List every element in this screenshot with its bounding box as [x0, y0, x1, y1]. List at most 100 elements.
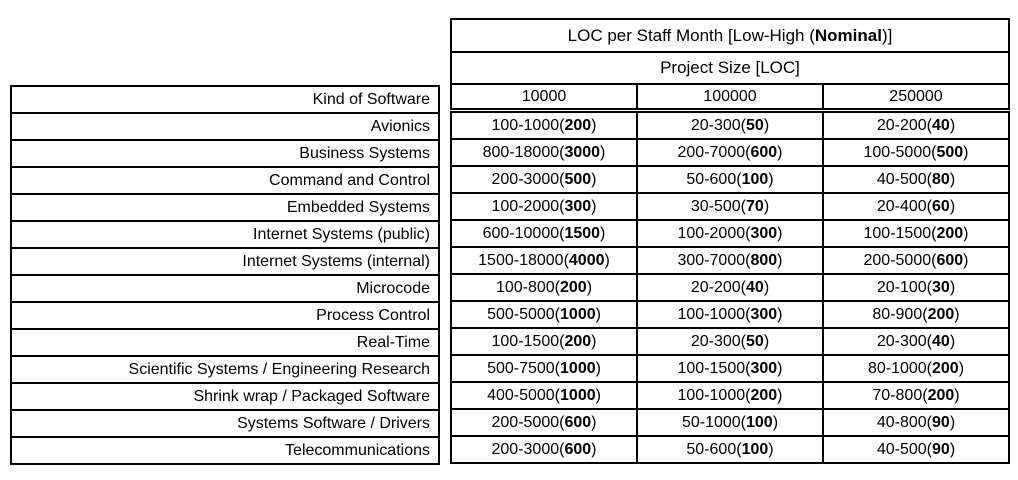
value-cell: 100-2000(300) — [450, 192, 638, 221]
nominal-value: 300 — [750, 359, 778, 377]
kind-cell: Business Systems — [10, 139, 440, 168]
nominal-value: 1000 — [560, 359, 596, 377]
nominal-value: 50 — [746, 332, 764, 350]
kind-cell: Embedded Systems — [10, 193, 440, 222]
nominal-value: 100 — [741, 440, 769, 458]
nominal-value: 500 — [936, 143, 964, 161]
value-row: 500-5000(1000) 100-1000(300) 80-900(200) — [450, 300, 1010, 329]
kind-row: Business Systems — [10, 139, 440, 168]
value-cell: 100-1500(200) — [450, 327, 638, 356]
value-cell: 500-5000(1000) — [450, 300, 638, 329]
kind-cell: Internet Systems (public) — [10, 220, 440, 249]
value-row: 1500-18000(4000) 300-7000(800) 200-5000(60… — [450, 246, 1010, 275]
value-cell: 500-7500(1000) — [450, 354, 638, 383]
nominal-value: 300 — [564, 197, 592, 215]
kind-row: Systems Software / Drivers — [10, 409, 440, 438]
kind-row: Command and Control — [10, 166, 440, 195]
nominal-value: 600 — [750, 143, 778, 161]
value-row: 100-1000(200) 20-300(50) 20-200(40) — [450, 109, 1010, 140]
kind-row: Telecommunications — [10, 436, 440, 465]
nominal-value: 4000 — [568, 251, 605, 269]
nominal-value: 70 — [746, 197, 764, 215]
nominal-value: 600 — [564, 440, 592, 458]
table-title-suffix: )] — [881, 25, 893, 45]
value-row: 400-5000(1000) 100-1000(200) 70-800(200) — [450, 381, 1010, 410]
value-row: 200-3000(600) 50-600(100) 40-500(90) — [450, 435, 1010, 464]
kind-cell: Systems Software / Drivers — [10, 409, 440, 438]
value-cell: 200-3000(600) — [450, 435, 638, 464]
kind-row: Embedded Systems — [10, 193, 440, 222]
nominal-value: 200 — [750, 386, 778, 404]
size-header-250000: 250000 — [822, 83, 1010, 113]
value-cell: 200-7000(600) — [636, 138, 824, 167]
value-cell: 100-2000(300) — [636, 219, 824, 248]
nominal-value: 200 — [927, 305, 955, 323]
value-cell: 80-900(200) — [822, 300, 1010, 329]
nominal-value: 200 — [936, 224, 964, 242]
size-header-100000: 100000 — [636, 83, 824, 113]
value-cell: 40-500(90) — [822, 435, 1010, 464]
nominal-value: 200 — [564, 116, 592, 134]
value-cell: 50-1000(100) — [636, 408, 824, 437]
table-title-prefix: LOC per Staff Month [Low-High ( — [567, 25, 815, 45]
value-cell: 100-1500(200) — [822, 219, 1010, 248]
value-row: 100-800(200) 20-200(40) 20-100(30) — [450, 273, 1010, 302]
value-cell: 20-200(40) — [636, 273, 824, 302]
kind-row: Avionics — [10, 112, 440, 141]
value-cell: 80-1000(200) — [822, 354, 1010, 383]
nominal-value: 1000 — [560, 386, 596, 404]
value-row: 100-2000(300) 30-500(70) 20-400(60) — [450, 192, 1010, 221]
value-cell: 100-1000(200) — [450, 109, 638, 140]
value-row: 800-18000(3000) 200-7000(600) 100-5000(500… — [450, 138, 1010, 167]
size-header-row: 10000 100000 250000 — [450, 83, 1010, 113]
value-cell: 100-1000(200) — [636, 381, 824, 410]
value-cell: 200-5000(600) — [450, 408, 638, 437]
nominal-value: 30 — [932, 278, 950, 296]
nominal-value: 200 — [932, 359, 959, 377]
kind-of-software-header: Kind of Software — [10, 85, 440, 114]
nominal-value: 60 — [932, 197, 950, 215]
value-cell: 100-1500(300) — [636, 354, 824, 383]
value-cell: 200-5000(600) — [822, 246, 1010, 275]
value-cell: 50-600(100) — [636, 165, 824, 194]
nominal-value: 90 — [932, 413, 950, 431]
value-cell: 1500-18000(4000) — [450, 246, 638, 275]
value-row: 100-1500(200) 20-300(50) 20-300(40) — [450, 327, 1010, 356]
nominal-value: 200 — [560, 278, 587, 296]
value-cell: 100-1000(300) — [636, 300, 824, 329]
nominal-value: 1500 — [564, 224, 601, 242]
kind-row: Shrink wrap / Packaged Software — [10, 382, 440, 411]
table-title-row: LOC per Staff Month [Low-High (Nominal)] — [450, 18, 1010, 53]
kind-row: Microcode — [10, 274, 440, 303]
value-cell: 40-500(80) — [822, 165, 1010, 194]
kind-row: Internet Systems (public) — [10, 220, 440, 249]
value-cell: 20-200(40) — [822, 109, 1010, 140]
value-cell: 40-800(90) — [822, 408, 1010, 437]
table-title: LOC per Staff Month [Low-High (Nominal)] — [450, 18, 1010, 53]
value-cell: 20-100(30) — [822, 273, 1010, 302]
nominal-value: 100 — [746, 413, 773, 431]
kind-cell: Real-Time — [10, 328, 440, 357]
nominal-value: 40 — [932, 116, 950, 134]
nominal-value: 1000 — [560, 305, 596, 323]
kind-cell: Scientific Systems / Engineering Researc… — [10, 355, 440, 384]
nominal-value: 600 — [936, 251, 964, 269]
nominal-value: 40 — [932, 332, 950, 350]
value-cell: 50-600(100) — [636, 435, 824, 464]
kind-cell: Process Control — [10, 301, 440, 330]
nominal-value: 500 — [564, 170, 592, 188]
kind-cell: Internet Systems (internal) — [10, 247, 440, 276]
kind-row: Scientific Systems / Engineering Researc… — [10, 355, 440, 384]
value-cell: 400-5000(1000) — [450, 381, 638, 410]
value-cell: 30-500(70) — [636, 192, 824, 221]
loc-per-staff-month-table: LOC per Staff Month [Low-High (Nominal)]… — [450, 18, 1010, 464]
kind-header-row: Kind of Software — [10, 85, 440, 114]
project-size-row: Project Size [LOC] — [450, 51, 1010, 85]
kind-row: Internet Systems (internal) — [10, 247, 440, 276]
value-cell: 70-800(200) — [822, 381, 1010, 410]
kind-cell: Avionics — [10, 112, 440, 141]
table-title-bold: Nominal — [814, 25, 882, 45]
value-cell: 100-5000(500) — [822, 138, 1010, 167]
value-cell: 20-300(50) — [636, 109, 824, 140]
nominal-value: 200 — [564, 332, 592, 350]
